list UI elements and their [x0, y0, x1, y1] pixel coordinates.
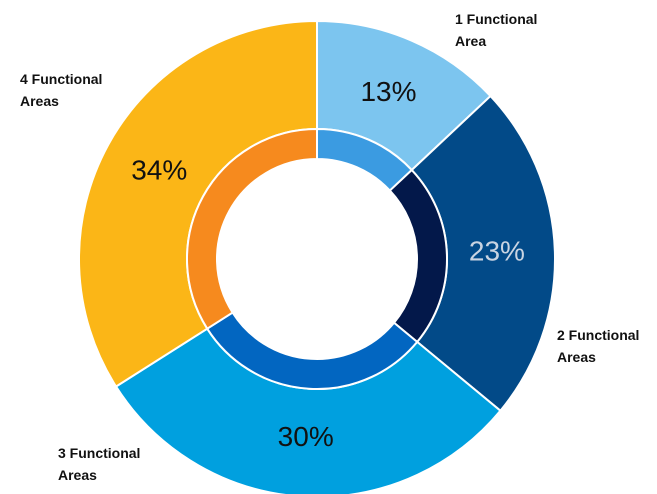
- category-label: 1 Functional Area: [455, 11, 538, 49]
- value-label: 30%: [278, 421, 334, 452]
- category-label: 3 Functional Areas: [58, 445, 141, 483]
- value-label: 13%: [360, 76, 416, 107]
- category-label: 4 Functional Areas: [20, 71, 103, 109]
- category-label: 2 Functional Areas: [557, 327, 640, 365]
- inner-ring: [186, 127, 318, 331]
- value-label: 34%: [131, 155, 187, 186]
- value-label: 23%: [469, 236, 525, 267]
